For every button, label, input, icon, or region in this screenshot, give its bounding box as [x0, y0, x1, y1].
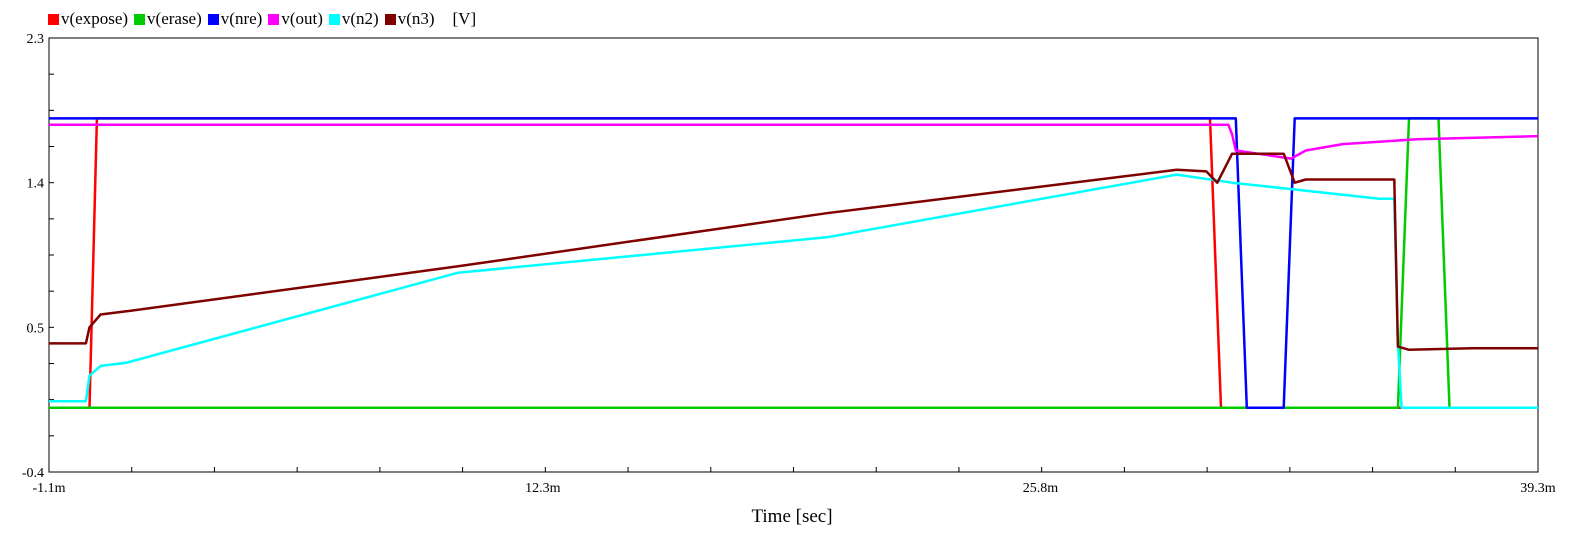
legend-item: v(out): [268, 8, 323, 30]
legend-label: v(n2): [341, 9, 379, 28]
series-line-vout: [49, 123, 1539, 160]
legend-label: v(expose): [61, 9, 129, 28]
legend-swatch: [48, 14, 59, 25]
series-line-vexpose: [49, 117, 1538, 409]
legend-swatch: [328, 14, 340, 25]
legend-label: v(n3): [397, 9, 435, 28]
legend-item: v(nre): [207, 8, 263, 30]
legend-swatch: [384, 14, 396, 25]
series-line-vn3: [49, 152, 1538, 352]
legend-label: v(out): [281, 9, 323, 28]
legend-label: v(erase): [147, 9, 202, 28]
x-tick-label: 39.3m: [1520, 481, 1556, 496]
legend-swatch: [207, 14, 219, 25]
x-axis: -1.1m 12.3m 25.8m 39.3m: [32, 467, 1556, 496]
y-unit-label: [V]: [452, 9, 477, 28]
y-tick-label: 0.5: [27, 321, 45, 336]
series-group: [49, 117, 1539, 409]
y-axis: 2.3 1.4 0.5 -0.4: [22, 32, 54, 481]
x-tick-label: 25.8m: [1023, 481, 1059, 496]
y-tick-label: -0.4: [22, 466, 44, 481]
legend: v(expose) v(erase) v(nre) v(out) v(n2) v(n3) […: [48, 8, 476, 30]
legend-swatch: [268, 14, 280, 25]
legend-label: v(nre): [220, 9, 263, 28]
series-line-vn2: [49, 173, 1538, 409]
y-tick-label: 2.3: [27, 32, 45, 47]
x-tick-label: -1.1m: [32, 481, 65, 496]
legend-item: v(n3): [384, 8, 435, 30]
x-axis-title: Time [sec]: [751, 506, 832, 527]
y-tick-label: 1.4: [27, 177, 45, 192]
legend-item: v(expose): [48, 8, 128, 30]
series-line-vnre: [49, 117, 1538, 409]
x-tick-label: 12.3m: [525, 481, 561, 496]
series-line-verase: [49, 117, 1538, 409]
legend-swatch: [134, 14, 146, 25]
legend-item: v(n2): [328, 8, 379, 30]
legend-item: v(erase): [134, 8, 202, 30]
